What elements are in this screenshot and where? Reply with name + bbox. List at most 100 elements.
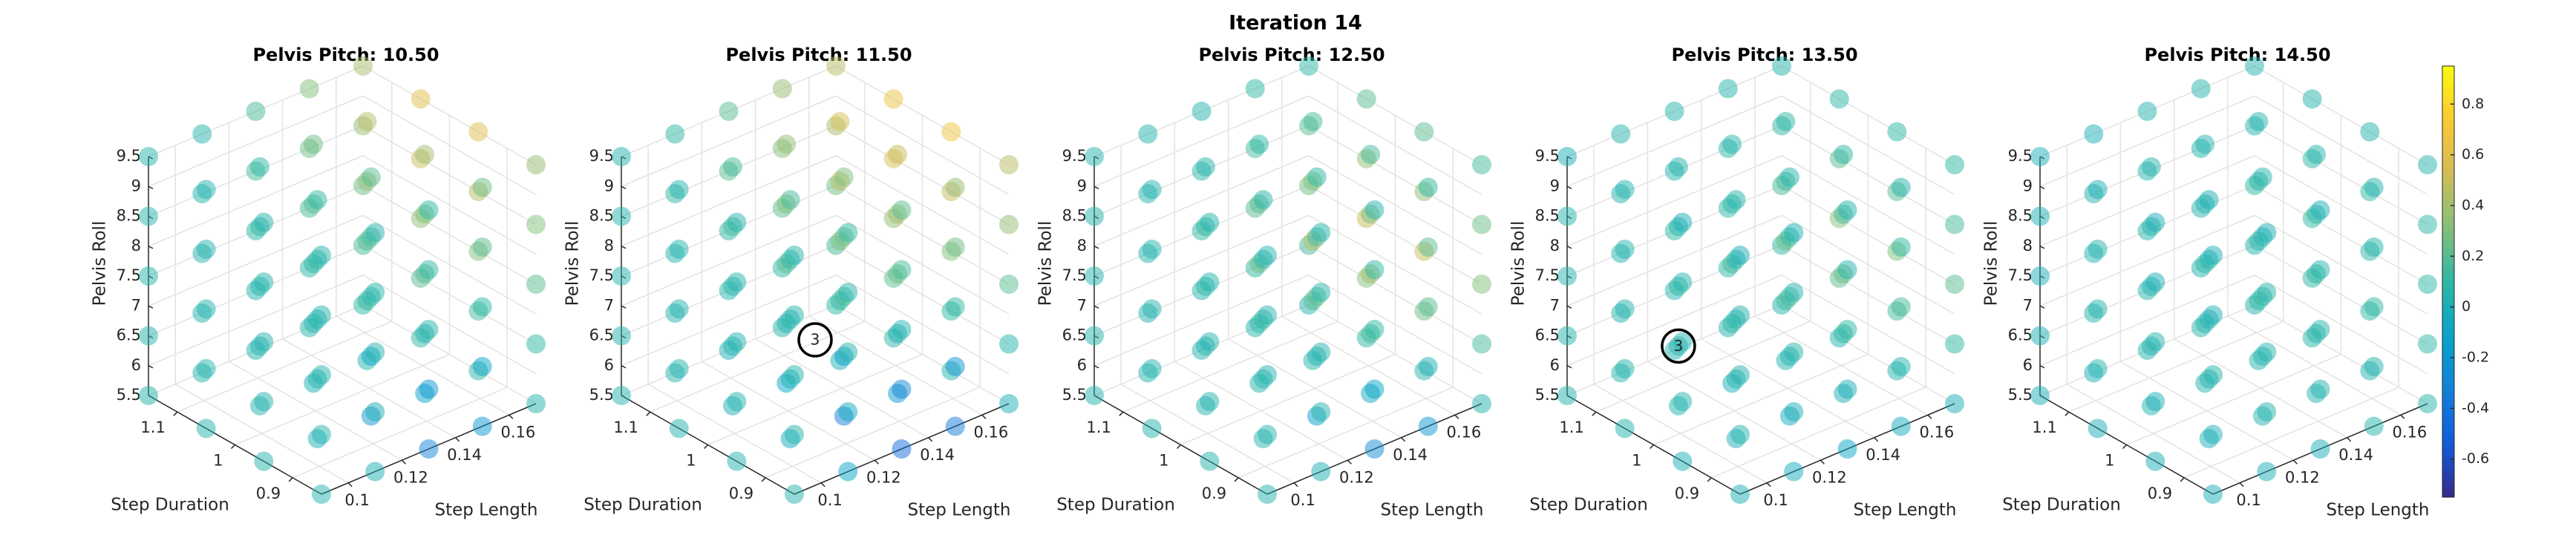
y-tick — [2180, 477, 2185, 482]
grid-line — [2039, 275, 2255, 367]
grid-line — [362, 95, 537, 195]
point — [419, 200, 439, 220]
x-tick-label: 0.12 — [1339, 468, 1374, 486]
grid-line — [148, 214, 364, 306]
z-tick-label: 7.5 — [1062, 266, 1087, 284]
panel-title: Pelvis Pitch: 12.50 — [1198, 45, 1385, 65]
z-tick — [148, 305, 154, 309]
point — [722, 157, 742, 177]
y-tick-label: 1 — [1632, 452, 1641, 470]
point — [1887, 122, 1907, 142]
point — [1311, 283, 1331, 302]
colorbar-tick-label: -0.4 — [2462, 400, 2489, 416]
point — [1945, 275, 1964, 294]
point — [892, 379, 912, 399]
colorbar-tick-label: 0.6 — [2462, 146, 2484, 163]
grid-line — [2254, 304, 2428, 404]
z-tick-label: 6.5 — [117, 326, 141, 344]
point — [2257, 283, 2277, 302]
z-tick-label: 8.5 — [1062, 207, 1087, 225]
point — [1364, 379, 1385, 399]
y-tick-label: 0.9 — [256, 485, 281, 502]
grid-line — [621, 275, 837, 367]
point — [1472, 334, 1491, 354]
grid-line — [1781, 95, 1955, 195]
point — [419, 260, 439, 280]
x-tick — [401, 459, 406, 465]
point — [2145, 451, 2165, 471]
grid-line — [2126, 353, 2341, 446]
grid-line — [621, 155, 837, 247]
point — [1730, 305, 1750, 325]
x-tick-label: 0.12 — [866, 468, 901, 486]
point — [1364, 439, 1385, 459]
point — [1311, 342, 1331, 362]
grid-line — [177, 321, 393, 413]
grid-line — [2254, 214, 2428, 315]
z-tick-label: 9 — [604, 177, 614, 194]
grid-line — [1238, 387, 1454, 479]
point — [196, 358, 216, 378]
z-axis-label: Pelvis Roll — [1982, 221, 2001, 306]
z-tick-label: 5.5 — [1062, 386, 1087, 404]
point — [361, 167, 381, 187]
point — [1945, 394, 1964, 413]
y-tick — [173, 411, 178, 416]
x-tick-label: 0.1 — [1763, 491, 1788, 509]
y-tick-label: 1.1 — [1559, 418, 1583, 436]
point — [1364, 200, 1385, 220]
x-tick-label: 0.14 — [447, 446, 482, 464]
z-tick-label: 6.5 — [589, 326, 614, 344]
point — [472, 177, 492, 197]
y-tick-label: 0.9 — [1675, 485, 1699, 502]
y-axis-label: Step Duration — [583, 496, 702, 515]
z-tick-label: 6 — [1077, 356, 1087, 374]
point — [945, 237, 965, 257]
x-tick — [1820, 459, 1825, 465]
x-tick-label: 0.14 — [1393, 446, 1428, 464]
y-tick — [230, 444, 236, 450]
y-tick — [1176, 444, 1182, 450]
point — [312, 305, 331, 325]
z-tick-label: 8 — [1550, 237, 1560, 255]
point — [1615, 358, 1635, 378]
point — [1615, 239, 1635, 259]
y-axis-label: Step Duration — [1056, 496, 1175, 515]
grid-line — [1094, 155, 1310, 247]
point — [1200, 392, 1220, 412]
point — [2203, 424, 2223, 444]
point — [2030, 386, 2050, 405]
z-tick — [1566, 365, 1572, 369]
point — [777, 134, 797, 154]
point — [2203, 485, 2223, 504]
z-tick — [2039, 305, 2045, 309]
point — [1085, 147, 1104, 166]
point — [999, 155, 1019, 174]
point — [1784, 402, 1804, 421]
z-axis-label: Pelvis Roll — [563, 221, 583, 306]
point — [1364, 320, 1385, 339]
point — [612, 206, 631, 226]
panel-title: Pelvis Pitch: 10.50 — [252, 45, 439, 65]
point — [1891, 416, 1911, 436]
grid-line — [148, 275, 364, 367]
point — [1784, 223, 1804, 243]
point — [2145, 392, 2165, 412]
point — [1726, 190, 1746, 210]
point — [2245, 56, 2264, 76]
point — [1418, 416, 1438, 436]
point — [1258, 246, 1277, 265]
y-tick-label: 0.9 — [729, 485, 753, 502]
z-tick-label: 7 — [1550, 296, 1560, 314]
point — [312, 365, 331, 384]
z-tick-label: 9.5 — [117, 147, 141, 165]
point — [139, 206, 158, 226]
y-tick-label: 1 — [1159, 452, 1168, 470]
grid-line — [1308, 95, 1482, 195]
point — [1356, 89, 1376, 109]
z-tick-label: 7.5 — [117, 266, 141, 284]
point — [838, 462, 858, 482]
point — [2364, 416, 2384, 436]
z-tick — [148, 365, 154, 369]
annotation-label: 3 — [811, 331, 820, 349]
